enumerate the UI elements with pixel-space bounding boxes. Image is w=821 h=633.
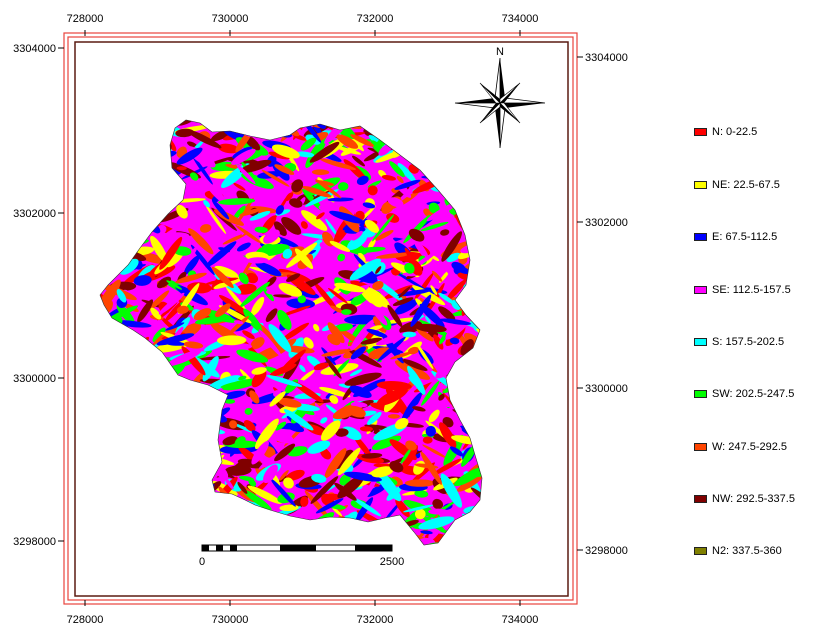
bottom-tick-label: 730000 (212, 614, 249, 626)
left-tick-label: 3304000 (13, 43, 56, 55)
left-tick-label: 3298000 (13, 536, 56, 548)
scale-bar-start-label: 0 (199, 556, 205, 568)
legend-item: NE: 22.5-67.5 (694, 178, 780, 192)
legend-item: N: 0-22.5 (694, 125, 757, 139)
right-tick-label: 3298000 (585, 545, 628, 557)
legend-swatch (694, 233, 707, 241)
legend-swatch (694, 443, 707, 451)
compass-rose-icon (454, 57, 546, 149)
top-tick-label: 734000 (502, 13, 539, 25)
bottom-tick-label: 732000 (357, 614, 394, 626)
left-tick-label: 3302000 (13, 208, 56, 220)
legend-swatch (694, 495, 707, 503)
top-tick-label: 728000 (67, 13, 104, 25)
right-tick-label: 3302000 (585, 217, 628, 229)
right-tick-label: 3304000 (585, 52, 628, 64)
legend-swatch (694, 390, 707, 398)
legend-item: S: 157.5-202.5 (694, 335, 784, 349)
legend-label: SW: 202.5-247.5 (712, 388, 795, 400)
bottom-tick-label: 734000 (502, 614, 539, 626)
legend-swatch (694, 338, 707, 346)
left-tick-label: 3300000 (13, 373, 56, 385)
bottom-tick-label: 728000 (67, 614, 104, 626)
legend-label: N: 0-22.5 (712, 126, 758, 138)
legend-item: W: 247.5-292.5 (694, 440, 787, 454)
legend-label: W: 247.5-292.5 (712, 441, 788, 453)
right-tick-label: 3300000 (585, 383, 628, 395)
legend-label: NE: 22.5-67.5 (712, 179, 780, 191)
legend-label: S: 157.5-202.5 (712, 336, 785, 348)
legend-item: NW: 292.5-337.5 (694, 492, 795, 506)
legend-label: SE: 112.5-157.5 (712, 284, 791, 296)
legend-item: N2: 337.5-360 (694, 544, 782, 558)
map-frame-outer (63, 32, 578, 605)
legend-swatch (694, 547, 707, 555)
legend-swatch (694, 128, 707, 136)
legend-label: N2: 337.5-360 (712, 545, 782, 557)
scale-bar (201, 544, 393, 552)
legend-item: E: 67.5-112.5 (694, 230, 777, 244)
legend-swatch (694, 286, 707, 294)
basin-outline (99, 119, 483, 546)
north-label: N (496, 46, 504, 58)
top-tick-label: 730000 (212, 13, 249, 25)
legend-label: E: 67.5-112.5 (712, 231, 778, 243)
map-frame-red (67, 36, 574, 601)
legend-item: SE: 112.5-157.5 (694, 283, 791, 297)
legend-swatch (694, 181, 707, 189)
top-tick-label: 732000 (357, 13, 394, 25)
legend-item: SW: 202.5-247.5 (694, 387, 794, 401)
legend-label: NW: 292.5-337.5 (712, 493, 795, 505)
scale-bar-end-label: 2500 (380, 556, 404, 568)
tick-marks (58, 30, 583, 606)
